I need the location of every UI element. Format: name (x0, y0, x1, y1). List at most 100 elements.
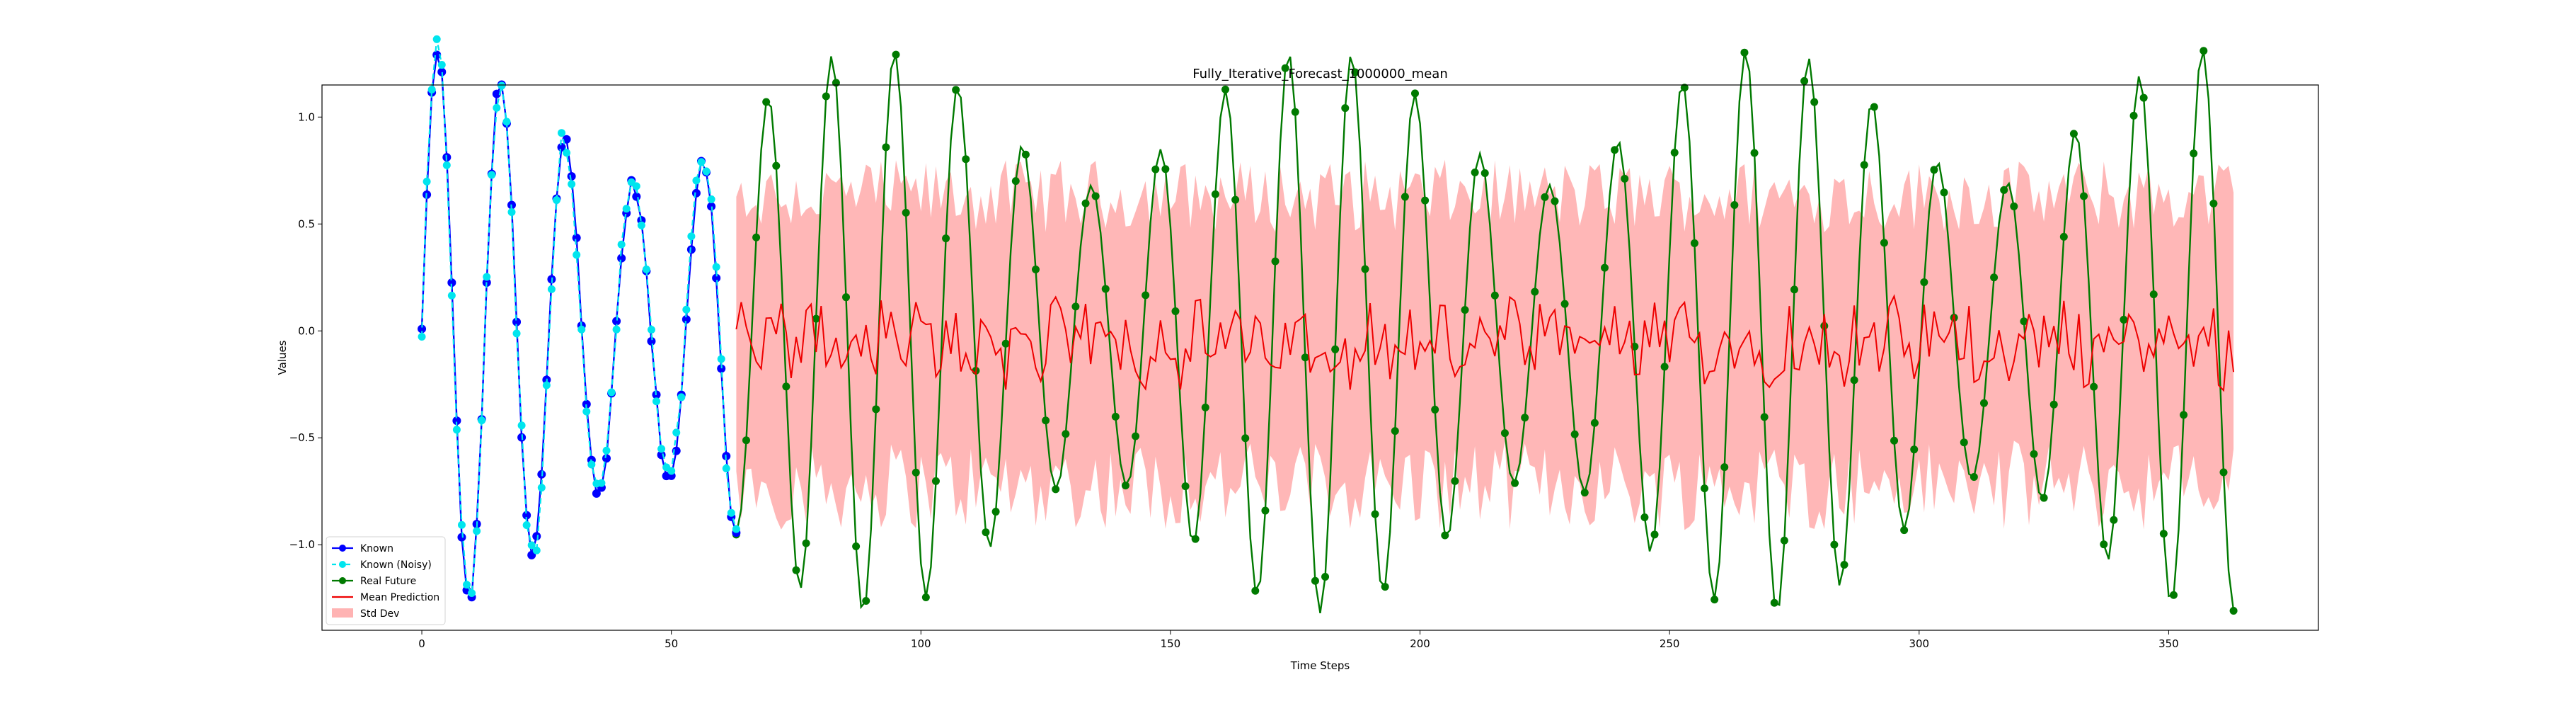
real-future-point (1560, 300, 1569, 308)
real-future-point (2010, 202, 2018, 210)
real-future-point (1371, 510, 1379, 518)
real-future-point (1461, 306, 1469, 314)
real-future-point (1970, 472, 1978, 481)
known-point (617, 254, 626, 263)
real-future-point (1750, 149, 1759, 157)
known-point (572, 233, 581, 242)
known-noisy-point (502, 118, 511, 126)
chart-title: Fully_Iterative_Forecast_1000000_mean (1192, 67, 1447, 81)
x-tick-label: 150 (1161, 637, 1181, 650)
real-future-point (2149, 290, 2158, 299)
known-noisy-point (517, 421, 526, 430)
real-future-point (1580, 489, 1589, 497)
known-noisy-point (527, 541, 536, 550)
real-future-point (1800, 76, 1809, 85)
y-tick-label: 0.5 (298, 217, 315, 230)
real-future-point (991, 508, 1000, 516)
real-future-point (1690, 239, 1698, 247)
known-noisy-point (437, 61, 446, 69)
real-future-point (1132, 432, 1140, 440)
real-future-point (1142, 291, 1150, 300)
known-noisy-point (672, 428, 681, 437)
known-noisy-point (522, 521, 531, 530)
known-noisy-point (498, 81, 506, 90)
real-future-point (1331, 345, 1340, 353)
known-noisy-point (712, 263, 720, 271)
known-noisy-point (558, 129, 566, 137)
real-future-point (1281, 64, 1289, 72)
real-future-point (1321, 573, 1330, 581)
real-future-point (782, 382, 790, 391)
real-future-point (952, 86, 960, 94)
known-noisy-point (418, 333, 426, 341)
known-point (686, 245, 696, 254)
y-tick-label: −0.5 (289, 431, 315, 444)
real-future-point (1151, 165, 1160, 174)
real-future-point (822, 92, 830, 101)
known-point (457, 533, 466, 542)
real-future-point (1521, 414, 1529, 422)
real-future-point (2129, 111, 2138, 120)
known-noisy-point (463, 581, 471, 589)
real-future-point (2169, 591, 2178, 599)
real-future-point (921, 593, 930, 602)
known-noisy-point (667, 467, 676, 475)
real-future-point (2200, 47, 2208, 55)
known-point (447, 278, 456, 288)
known-point (592, 489, 601, 498)
real-future-point (1670, 149, 1679, 157)
real-future-point (1271, 257, 1280, 266)
real-future-point (1032, 266, 1040, 274)
real-future-point (1042, 416, 1050, 425)
known-point (717, 364, 726, 373)
known-noisy-point (457, 521, 466, 529)
real-future-point (982, 528, 990, 537)
real-future-point (2100, 540, 2108, 549)
real-future-point (1820, 322, 1829, 330)
known-noisy-point (507, 207, 516, 216)
real-future-point (1351, 68, 1359, 76)
real-future-point (1341, 104, 1350, 113)
real-future-point (882, 143, 890, 152)
real-future-point (2000, 186, 2008, 194)
known-point (691, 188, 701, 198)
real-future-point (1640, 513, 1649, 522)
known-noisy-point (642, 265, 650, 273)
real-future-point (1611, 146, 1619, 154)
known-noisy-point (483, 273, 491, 281)
real-future-point (772, 161, 781, 170)
known-noisy-point (582, 407, 591, 416)
real-future-point (1211, 190, 1219, 198)
real-future-point (2080, 192, 2088, 200)
real-future-point (931, 477, 940, 485)
x-tick-label: 300 (1909, 637, 1929, 650)
known-point (567, 171, 576, 181)
real-future-point (1880, 239, 1888, 247)
known-noisy-point (442, 161, 451, 169)
legend-label: Mean Prediction (360, 592, 439, 603)
real-future-point (1990, 273, 1999, 282)
known-point (647, 336, 656, 346)
real-future-point (1940, 188, 1948, 197)
real-future-point (1920, 278, 1928, 286)
known-noisy-point (447, 291, 456, 300)
real-future-point (1191, 535, 1200, 543)
real-future-point (1900, 526, 1909, 535)
real-future-point (1810, 98, 1819, 106)
known-noisy-point (702, 167, 711, 176)
real-future-point (1301, 353, 1309, 362)
real-future-point (1730, 201, 1739, 210)
known-noisy-point (597, 479, 606, 487)
real-future-point (1062, 430, 1070, 438)
known-noisy-point (552, 196, 560, 205)
known-point (707, 202, 716, 211)
known-point (532, 532, 541, 541)
known-point (632, 192, 641, 201)
known-noisy-point (573, 251, 581, 259)
known-point (582, 399, 591, 409)
real-future-point (2120, 315, 2128, 324)
y-tick-label: 0.0 (298, 324, 315, 337)
real-future-point (2020, 317, 2028, 326)
x-axis-label: Time Steps (1290, 659, 1350, 672)
